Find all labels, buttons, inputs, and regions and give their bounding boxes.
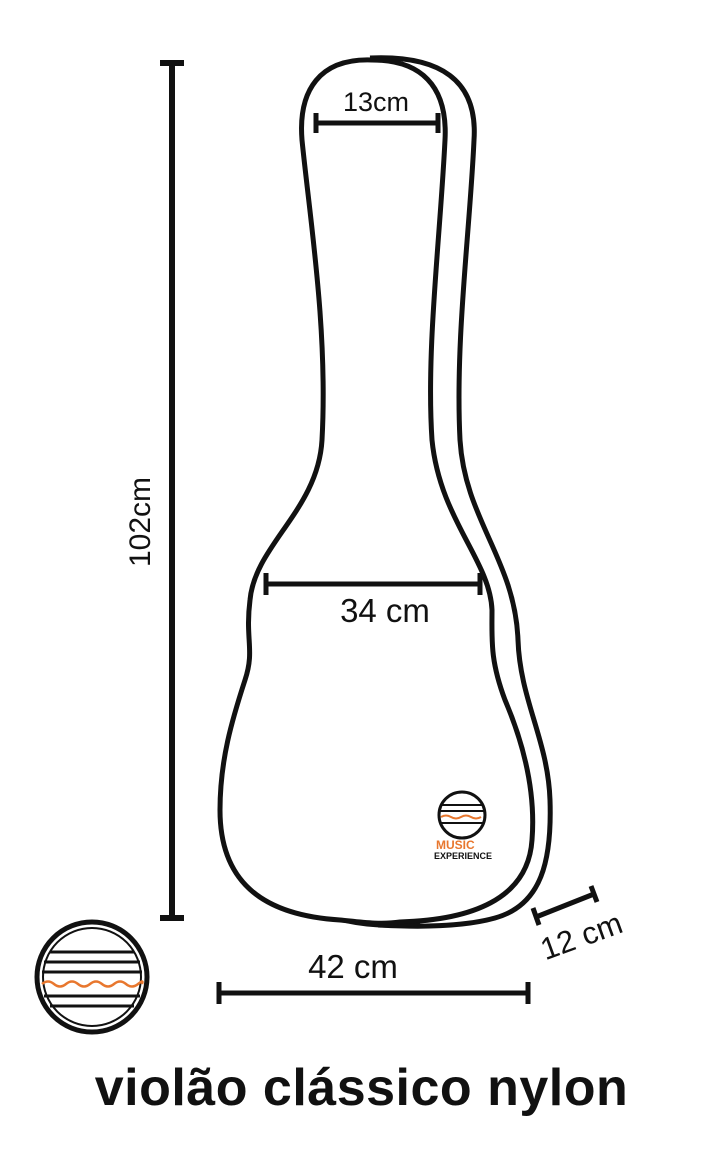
product-title: violão clássico nylon xyxy=(94,1059,629,1117)
bag-logo-text-music: MUSIC xyxy=(436,838,475,852)
depth-line xyxy=(535,891,595,920)
lower-body-width-label: 42 cm xyxy=(308,948,398,985)
bag-front-outline xyxy=(217,57,536,926)
upper-body-width-label: 34 cm xyxy=(340,592,430,629)
corner-logo-inner-ring xyxy=(42,927,142,1027)
bag-brand-logo: MUSIC EXPERIENCE xyxy=(434,790,492,861)
corner-logo-icon xyxy=(34,919,150,1035)
bag-logo-text-experience: EXPERIENCE xyxy=(434,851,492,861)
depth-cap-right xyxy=(588,885,600,903)
bag-logo-icon xyxy=(437,790,487,840)
height-label: 102cm xyxy=(124,477,157,567)
bag-logo-wave xyxy=(440,814,482,820)
neck-width-label: 13cm xyxy=(343,87,409,117)
bag-bottom-seam xyxy=(339,918,421,928)
corner-logo-wave xyxy=(41,980,144,988)
depth-label: 12 cm xyxy=(536,905,627,967)
bag-side-outline xyxy=(369,55,553,929)
corner-brand-logo xyxy=(34,919,150,1035)
depth-cap-left xyxy=(530,907,542,926)
